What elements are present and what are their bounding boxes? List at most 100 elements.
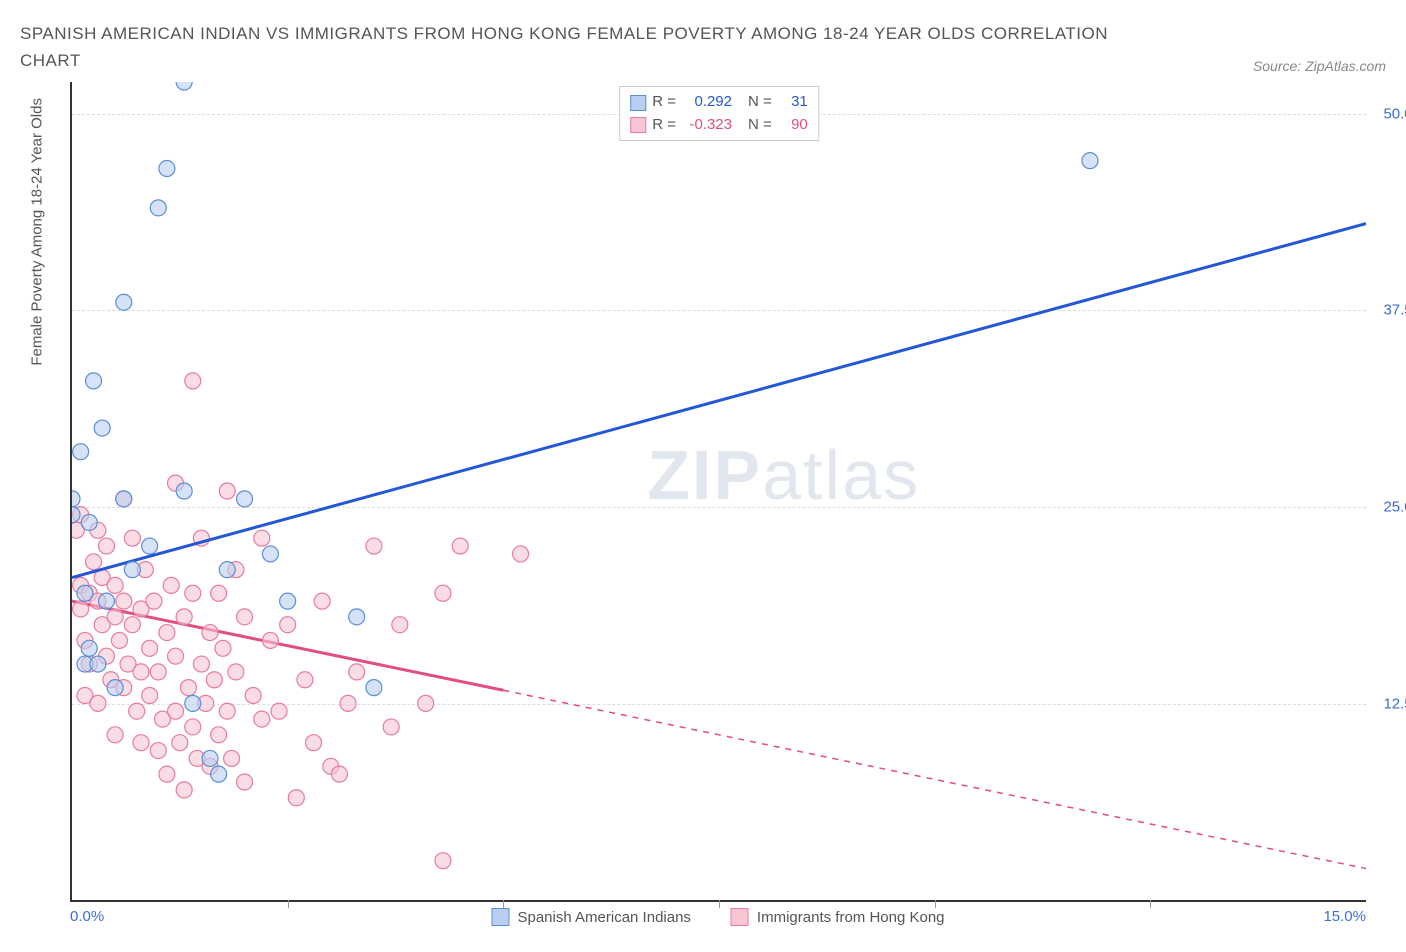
scatter-point [86,554,102,570]
scatter-point [168,649,184,665]
scatter-point [383,719,399,735]
plot-area: Female Poverty Among 18-24 Year Olds R =… [70,82,1366,902]
scatter-point [271,704,287,720]
scatter-point [81,515,97,531]
stats-swatch [630,117,646,133]
x-tick [1150,900,1151,908]
scatter-point [90,696,106,712]
y-tick-label: 50.0% [1383,105,1406,122]
scatter-point [211,586,227,602]
y-tick-label: 37.5% [1383,302,1406,319]
x-tick [719,900,720,908]
stats-r-label: R = [652,91,676,114]
scatter-point [306,735,322,751]
scatter-point [133,735,149,751]
x-max-label: 15.0% [1323,908,1366,925]
scatter-point [77,586,93,602]
scatter-point [262,633,278,649]
legend-label: Spanish American Indians [517,909,690,926]
chart-container: SPANISH AMERICAN INDIAN VS IMMIGRANTS FR… [20,20,1386,932]
scatter-point [349,664,365,680]
scatter-point [176,82,192,90]
scatter-point [99,593,115,609]
scatter-point [176,782,192,798]
legend-item: Spanish American Indians [491,908,690,926]
scatter-point [172,735,188,751]
stats-row: R = -0.323 N = 90 [630,114,808,137]
scatter-point [1082,153,1098,169]
scatter-point [185,696,201,712]
bottom-legend: Spanish American Indians Immigrants from… [491,908,944,926]
scatter-point [124,531,140,547]
scatter-point [116,491,132,507]
chart-title: SPANISH AMERICAN INDIAN VS IMMIGRANTS FR… [20,20,1120,74]
stats-n-label: N = [748,114,772,137]
scatter-point [142,688,158,704]
scatter-point [366,680,382,696]
scatter-point [116,593,132,609]
scatter-point [168,704,184,720]
stats-n-label: N = [748,91,772,114]
scatter-point [254,531,270,547]
scatter-point [73,444,89,460]
stats-row: R = 0.292 N = 31 [630,91,808,114]
scatter-point [215,641,231,657]
scatter-point [340,696,356,712]
scatter-point [237,774,253,790]
scatter-point [211,727,227,743]
scatter-point [228,664,244,680]
scatter-point [142,641,158,657]
legend-swatch [491,908,509,926]
scatter-point [193,656,209,672]
scatter-point [219,704,235,720]
scatter-point [163,578,179,594]
scatter-point [107,727,123,743]
scatter-point [107,609,123,625]
scatter-point [73,601,89,617]
x-axis-labels: 0.0% Spanish American Indians Immigrants… [70,908,1366,932]
scatter-point [314,593,330,609]
scatter-point [435,586,451,602]
regression-line-solid [72,224,1366,578]
scatter-point [150,743,166,759]
scatter-point [159,625,175,641]
scatter-point [211,767,227,783]
scatter-point [366,538,382,554]
scatter-point [349,609,365,625]
scatter-point [237,609,253,625]
scatter-point [146,593,162,609]
scatter-point [176,609,192,625]
scatter-point [133,664,149,680]
scatter-point [185,586,201,602]
scatter-point [245,688,261,704]
scatter-point [142,538,158,554]
scatter-point [124,562,140,578]
scatter-point [185,373,201,389]
scatter-point [99,538,115,554]
scatter-point [280,617,296,633]
x-min-label: 0.0% [70,908,104,925]
stats-n-value: 31 [778,91,808,114]
scatter-point [90,656,106,672]
y-tick-label: 25.0% [1383,499,1406,516]
scatter-point [297,672,313,688]
legend-swatch [731,908,749,926]
scatter-point [224,751,240,767]
scatter-point [107,578,123,594]
stats-box: R = 0.292 N = 31 R = -0.323 N = 90 [619,86,819,141]
scatter-point [94,420,110,436]
scatter-point [435,853,451,869]
y-axis-label: Female Poverty Among 18-24 Year Olds [29,98,46,366]
scatter-point [513,546,529,562]
scatter-point [202,625,218,641]
scatter-point [288,790,304,806]
scatter-point [331,767,347,783]
scatter-point [219,562,235,578]
scatter-point [159,161,175,177]
scatter-point [452,538,468,554]
plot-svg [72,82,1366,900]
stats-n-value: 90 [778,114,808,137]
scatter-point [150,664,166,680]
scatter-point [159,767,175,783]
scatter-point [107,680,123,696]
